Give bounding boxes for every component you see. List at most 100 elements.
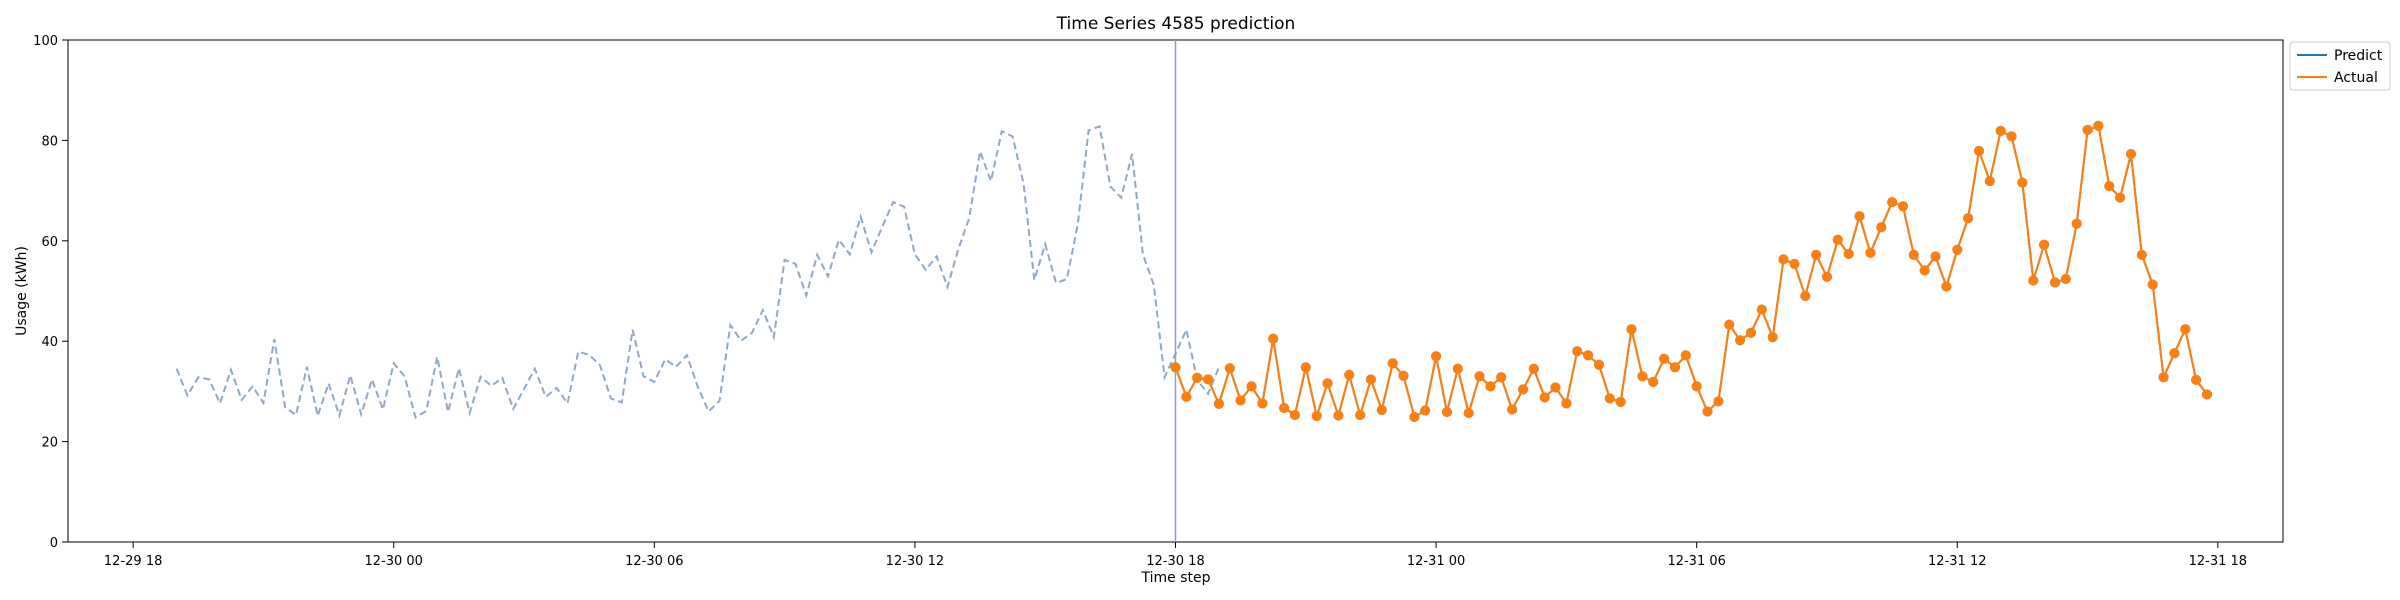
data-point-actual bbox=[1203, 374, 1214, 385]
data-point-actual bbox=[1626, 324, 1637, 335]
chart-title: Time Series 4585 prediction bbox=[1056, 14, 1296, 34]
data-point-actual bbox=[1713, 396, 1724, 407]
data-point-actual bbox=[1463, 408, 1474, 418]
data-point-actual bbox=[1963, 213, 1974, 224]
data-point-actual bbox=[1941, 281, 1952, 292]
data-point-actual bbox=[1887, 197, 1898, 208]
x-tick-label: 12-30 18 bbox=[1146, 554, 1204, 569]
data-point-actual bbox=[1550, 382, 1561, 393]
x-axis: 12-29 18 12-30 00 12-30 06 12-30 12 12-30 18… bbox=[104, 542, 2247, 569]
data-point-actual bbox=[1420, 405, 1431, 416]
x-tick-label: 12-31 12 bbox=[1928, 554, 1986, 569]
data-point-actual bbox=[1865, 247, 1876, 258]
data-point-actual bbox=[1604, 393, 1615, 404]
data-point-actual bbox=[1908, 249, 1919, 260]
data-point-actual bbox=[2071, 218, 2082, 229]
data-point-actual bbox=[1822, 271, 1832, 282]
data-point-actual bbox=[1594, 359, 1604, 370]
data-point-actual bbox=[1930, 251, 1941, 262]
data-point-actual bbox=[2006, 131, 2017, 142]
data-point-actual bbox=[1724, 319, 1735, 330]
y-tick-label: 0 bbox=[50, 536, 58, 551]
data-point-actual bbox=[1648, 376, 1659, 387]
x-tick-label: 12-30 06 bbox=[625, 554, 683, 569]
data-point-actual bbox=[1756, 304, 1767, 315]
data-point-actual bbox=[1474, 371, 1485, 382]
data-point-actual bbox=[1670, 362, 1680, 373]
data-point-actual bbox=[1387, 358, 1398, 369]
data-point-actual bbox=[1843, 248, 1854, 259]
data-point-actual bbox=[1213, 398, 1224, 409]
data-point-actual bbox=[1637, 371, 1648, 382]
data-point-actual bbox=[1518, 384, 1528, 395]
data-point-actual bbox=[1691, 381, 1702, 392]
data-point-actual bbox=[1289, 410, 1300, 420]
x-tick-label: 12-31 00 bbox=[1407, 554, 1465, 569]
data-point-actual bbox=[1192, 372, 1203, 383]
legend-label-actual: Actual bbox=[2334, 70, 2378, 86]
data-point-actual bbox=[1452, 363, 1463, 374]
data-point-actual bbox=[2115, 192, 2126, 203]
y-axis-label: Usage (kWh) bbox=[14, 246, 30, 336]
data-point-actual bbox=[1409, 412, 1420, 422]
data-point-actual bbox=[1919, 265, 1930, 276]
data-point-actual bbox=[1528, 363, 1539, 374]
data-point-actual bbox=[1898, 201, 1908, 212]
x-tick-label: 12-30 00 bbox=[365, 554, 423, 569]
data-point-actual bbox=[1365, 374, 1376, 385]
data-point-actual bbox=[1974, 145, 1984, 156]
data-point-actual bbox=[1995, 125, 2006, 136]
data-point-actual bbox=[1170, 362, 1181, 373]
data-point-actual bbox=[2050, 277, 2060, 288]
y-tick-label: 20 bbox=[41, 436, 58, 451]
history-series bbox=[175, 124, 1220, 420]
data-point-actual bbox=[2060, 274, 2071, 284]
data-point-actual bbox=[1876, 222, 1887, 233]
history-line bbox=[175, 124, 1220, 420]
data-point-actual bbox=[2082, 124, 2093, 135]
x-tick-label: 12-30 12 bbox=[886, 554, 944, 569]
data-point-actual bbox=[1539, 392, 1550, 403]
data-point-actual bbox=[1268, 333, 1279, 344]
data-point-actual bbox=[1485, 381, 1496, 392]
data-point-actual bbox=[2017, 177, 2028, 188]
data-point-actual bbox=[1561, 398, 1572, 409]
data-point-actual bbox=[1952, 244, 1963, 255]
x-tick-label: 12-31 06 bbox=[1667, 554, 1725, 569]
data-point-actual bbox=[1659, 353, 1670, 364]
data-point-actual bbox=[2202, 389, 2212, 400]
x-tick-label: 12-31 18 bbox=[2189, 554, 2247, 569]
data-point-actual bbox=[2028, 275, 2039, 286]
data-point-actual bbox=[2126, 149, 2136, 159]
data-point-actual bbox=[1398, 370, 1409, 381]
data-point-actual bbox=[1767, 332, 1778, 343]
data-point-actual bbox=[1235, 395, 1246, 406]
y-tick-label: 40 bbox=[41, 335, 58, 350]
data-point-actual bbox=[2136, 249, 2147, 260]
data-point-actual bbox=[1735, 335, 1746, 346]
data-point-actual bbox=[1496, 372, 1507, 383]
data-point-actual bbox=[2169, 348, 2180, 359]
data-point-actual bbox=[1680, 350, 1691, 361]
y-tick-label: 60 bbox=[41, 235, 58, 250]
data-point-actual bbox=[1257, 398, 1268, 409]
data-point-actual bbox=[1615, 396, 1626, 407]
data-point-actual bbox=[2158, 372, 2169, 383]
x-axis-label: Time step bbox=[1141, 570, 1211, 586]
data-point-actual bbox=[1246, 381, 1257, 392]
data-point-actual bbox=[1300, 362, 1311, 373]
legend: Predict Actual bbox=[2289, 41, 2391, 91]
data-point-actual bbox=[1854, 211, 1865, 222]
x-tick-label: 12-29 18 bbox=[104, 554, 162, 569]
data-point-actual bbox=[1811, 249, 1822, 260]
data-point-actual bbox=[1746, 327, 1756, 338]
data-point-actual bbox=[1507, 404, 1518, 415]
data-point-actual bbox=[1279, 403, 1290, 413]
data-point-actual bbox=[2147, 279, 2158, 290]
data-point-actual bbox=[1583, 350, 1594, 361]
data-point-actual bbox=[1441, 407, 1452, 417]
data-point-actual bbox=[1572, 346, 1583, 357]
actual-series bbox=[1170, 120, 2212, 422]
data-point-actual bbox=[1181, 391, 1192, 402]
predict-series bbox=[1170, 120, 2212, 422]
